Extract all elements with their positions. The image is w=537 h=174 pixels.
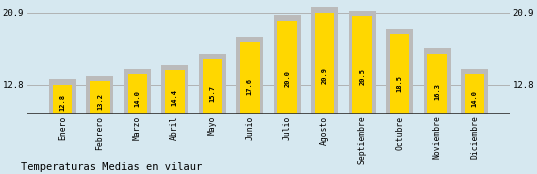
Bar [86,76,113,114]
Text: 15.7: 15.7 [209,85,215,102]
Bar [49,79,76,114]
Bar [236,37,263,114]
Text: 20.9: 20.9 [322,67,328,84]
Bar [424,48,451,114]
Bar [274,15,301,114]
Bar [278,21,297,114]
Bar [349,11,375,114]
Bar [315,13,335,114]
Text: 20.5: 20.5 [359,68,365,85]
Text: 14.4: 14.4 [172,89,178,106]
Bar [386,29,413,114]
Bar [461,69,488,114]
Text: 17.6: 17.6 [247,78,253,95]
Bar [202,59,222,114]
Bar [162,65,188,114]
Text: 14.0: 14.0 [471,90,477,107]
Bar [465,74,484,114]
Bar [124,69,151,114]
Bar [311,7,338,114]
Bar [90,81,110,114]
Bar [240,42,259,114]
Text: 16.3: 16.3 [434,83,440,100]
Text: 13.2: 13.2 [97,93,103,110]
Text: 18.5: 18.5 [397,75,403,92]
Text: 20.0: 20.0 [284,70,290,87]
Bar [390,34,409,114]
Text: 12.8: 12.8 [60,94,66,112]
Text: Temperaturas Medias en vilaur: Temperaturas Medias en vilaur [21,162,203,172]
Text: 14.0: 14.0 [134,90,140,107]
Bar [53,85,72,114]
Bar [427,54,447,114]
Bar [165,70,185,114]
Bar [199,54,226,114]
Bar [128,74,147,114]
Bar [352,16,372,114]
